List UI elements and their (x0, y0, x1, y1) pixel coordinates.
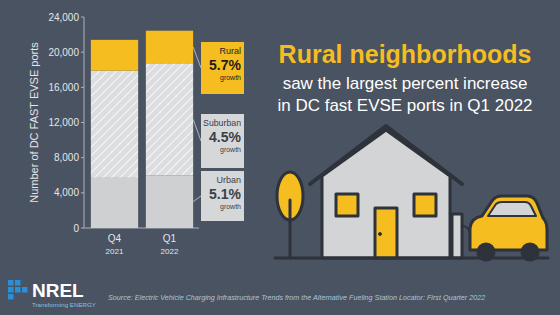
bars (91, 31, 193, 228)
y-axis-label: Number of DC FAST EVSE ports (28, 42, 40, 203)
callout-connector (193, 196, 201, 202)
callout-value: 4.5% (209, 129, 241, 145)
callout-value: 5.7% (209, 57, 241, 73)
bar-segment (146, 63, 193, 175)
bar-segment (91, 40, 138, 71)
callout-value: 5.1% (209, 186, 241, 202)
y-axis-line (84, 17, 85, 228)
logo-square (8, 280, 14, 286)
callout-note: growth (220, 74, 241, 82)
bar-segment (146, 31, 193, 64)
logo-square (15, 280, 21, 286)
bar-segment (91, 178, 138, 228)
y-tick-label: 24,000 (48, 12, 79, 23)
callout-box (201, 114, 244, 168)
house-window (336, 194, 358, 216)
callout-note: growth (220, 146, 241, 154)
house-body (322, 130, 450, 258)
y-tick-label: 20,000 (48, 47, 79, 58)
x-tick-label: Q1 2022 (161, 233, 179, 256)
charger (452, 214, 462, 258)
background (0, 0, 560, 315)
callout-note: growth (220, 203, 241, 211)
door-knob (379, 233, 382, 236)
callout-name: Urban (216, 175, 241, 185)
callout-connector (193, 47, 201, 68)
logo-name: NREL (32, 280, 84, 301)
source: Source: Electric Vehicle Charging Infras… (108, 293, 485, 302)
bar-segment (91, 71, 138, 178)
car-wheel (522, 244, 538, 260)
callout-box (201, 42, 244, 94)
y-tick-label: 16,000 (48, 82, 79, 93)
subtitle: saw the largest percent increase (283, 74, 528, 93)
logo-square (15, 287, 21, 293)
car-wheel (478, 244, 494, 260)
callout-name: Rural (219, 46, 241, 56)
subtitle: in DC fast EVSE ports in Q1 2022 (277, 96, 532, 115)
y-tick-label: 4,000 (54, 187, 79, 198)
x-tick-label-line: Q1 (163, 233, 177, 244)
house-roof (310, 126, 462, 184)
car-window (488, 202, 536, 216)
callout-name: Suburban (203, 118, 241, 128)
callout-connector (193, 119, 201, 141)
logo: NRELTransforming ENERGY (8, 280, 96, 308)
logo-tagline: Transforming ENERGY (32, 301, 96, 308)
x-tick-label: Q4 2021 (106, 233, 124, 256)
canvas: Number of DC FAST EVSE ports 0 4,000 8,000 1… (0, 0, 560, 315)
callout-box (201, 171, 244, 221)
house-door (375, 208, 397, 258)
car-body (470, 196, 547, 250)
logo-square (22, 287, 28, 293)
x-tick-label-line: 2022 (161, 247, 179, 256)
ground-line (275, 257, 548, 260)
title: Rural neighborhoods (279, 40, 532, 68)
x-tick-label-line: 2021 (106, 247, 124, 256)
y-tick-label: 0 (73, 223, 79, 234)
house-window (414, 194, 436, 216)
illustration (275, 126, 548, 260)
logo-square (8, 287, 14, 293)
y-tick-label: 12,000 (48, 117, 79, 128)
bar-segment (146, 175, 193, 228)
y-tick-label: 8,000 (54, 152, 79, 163)
x-tick-label-line: Q4 (108, 233, 122, 244)
logo-square (8, 294, 14, 300)
tree-branch (289, 200, 292, 222)
